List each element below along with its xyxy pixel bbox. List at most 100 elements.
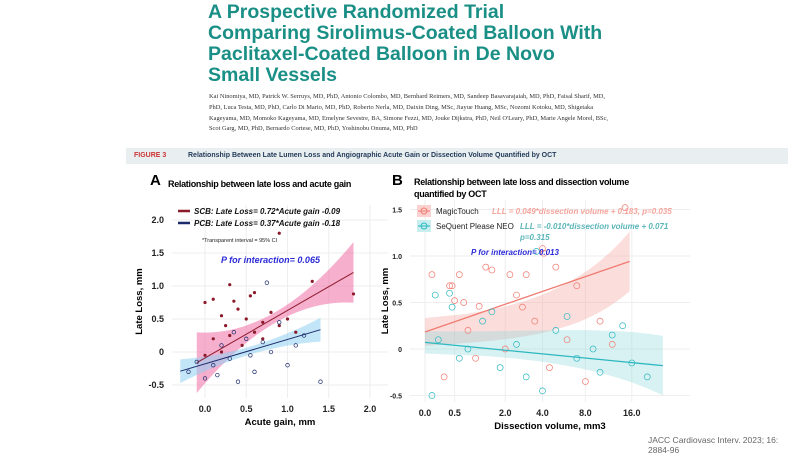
data-point-magictouch bbox=[501, 345, 509, 353]
data-point-sequent bbox=[488, 308, 496, 316]
sequent-equation: LLL = -0.010*dissection volume + 0.071 bbox=[520, 222, 669, 231]
data-point-pcb bbox=[260, 339, 265, 345]
plot-area bbox=[410, 200, 690, 402]
x-tick-label: 0.5 bbox=[448, 408, 461, 418]
citation: JACC Cardiovasc Interv. 2023; 16: 2884-9… bbox=[648, 435, 779, 455]
data-point-pcb bbox=[215, 372, 220, 378]
data-point-scb bbox=[232, 299, 236, 303]
data-point-magictouch bbox=[563, 336, 571, 344]
data-point-sequent bbox=[573, 354, 581, 362]
panel-b-title: Relationship between late loss and disse… bbox=[414, 177, 629, 199]
data-point-sequent bbox=[643, 373, 651, 381]
data-point-pcb bbox=[248, 353, 253, 358]
data-point-pcb bbox=[268, 349, 274, 355]
data-point-pcb bbox=[194, 359, 199, 365]
data-point-pcb bbox=[211, 363, 216, 368]
data-point-magictouch bbox=[464, 327, 472, 334]
x-tick-label: 2.0 bbox=[364, 404, 377, 414]
data-point-scb bbox=[228, 333, 232, 338]
data-point-sequent bbox=[428, 392, 436, 399]
interaction-p-value: P for interaction= 0.065 bbox=[221, 255, 321, 265]
data-point-magictouch bbox=[455, 271, 463, 278]
data-point-pcb bbox=[277, 320, 282, 325]
y-tick-label: 0.5 bbox=[151, 314, 164, 324]
regression-line-pcb bbox=[180, 329, 321, 372]
y-tick-label: -0.5 bbox=[390, 394, 402, 401]
y-axis-label: Late Loss, mm bbox=[134, 268, 145, 335]
data-point-magictouch bbox=[428, 271, 436, 278]
sequent-p-value: p=0.315 bbox=[519, 233, 550, 242]
panel-a-label: A bbox=[150, 172, 161, 189]
x-tick-label: 16.0 bbox=[623, 408, 641, 418]
data-point-scb bbox=[244, 317, 248, 321]
data-point-magictouch bbox=[621, 204, 629, 211]
y-tick-label: 2.0 bbox=[151, 215, 164, 225]
regression-line-scb bbox=[196, 271, 354, 364]
x-tick-label: 1.5 bbox=[322, 404, 335, 414]
data-point-sequent bbox=[496, 364, 504, 371]
data-point-sequent bbox=[619, 322, 627, 330]
y-tick-label: 0 bbox=[159, 347, 164, 357]
interaction-p-value: P for interaction= 0.013 bbox=[471, 248, 560, 257]
x-tick-label: 4.0 bbox=[536, 408, 549, 418]
regression-line-magictouch bbox=[424, 260, 630, 333]
data-point-magictouch bbox=[482, 263, 490, 271]
data-point-magictouch bbox=[546, 364, 553, 371]
data-point-magictouch bbox=[460, 299, 468, 306]
data-point-magictouch bbox=[448, 282, 456, 290]
data-point-magictouch bbox=[446, 282, 453, 290]
data-point-scb bbox=[248, 294, 252, 298]
data-point-pcb bbox=[244, 336, 249, 341]
y-axis-label: Late Loss, mm bbox=[380, 268, 391, 335]
data-point-sequent bbox=[563, 313, 571, 320]
data-point-pcb bbox=[318, 379, 323, 384]
ci-note: *Transparent interval = 95% CI bbox=[202, 238, 278, 244]
data-point-pcb bbox=[202, 376, 208, 381]
data-point-scb bbox=[219, 314, 224, 318]
figure-caption-bar: FIGURE 3 Relationship Between Late Lumen… bbox=[126, 148, 788, 164]
y-tick-label: -0.5 bbox=[148, 380, 164, 390]
data-point-scb bbox=[285, 317, 290, 321]
data-point-pcb bbox=[293, 343, 298, 348]
data-point-magictouch bbox=[522, 271, 530, 278]
data-point-magictouch bbox=[519, 303, 526, 311]
data-point-magictouch bbox=[506, 271, 514, 278]
figure-caption: Relationship Between Late Lumen Loss and… bbox=[188, 152, 557, 159]
data-point-scb bbox=[219, 350, 224, 354]
data-point-magictouch bbox=[531, 317, 539, 325]
data-point-magictouch bbox=[488, 266, 496, 274]
data-point-scb bbox=[252, 291, 257, 295]
data-point-sequent bbox=[522, 373, 530, 381]
x-tick-label: 8.0 bbox=[579, 408, 592, 418]
data-point-magictouch bbox=[540, 249, 548, 257]
x-tick-label: 0.5 bbox=[240, 404, 253, 414]
data-point-sequent bbox=[448, 303, 456, 311]
paper-title: A Prospective Randomized Trial Comparing… bbox=[208, 1, 603, 86]
y-tick-label: 0 bbox=[398, 347, 402, 354]
magictouch-equation: LLL = 0.049*dissection volume + 0.183, p… bbox=[492, 207, 672, 216]
data-point-sequent bbox=[513, 341, 520, 348]
ci-band-sequent bbox=[425, 330, 663, 396]
data-point-scb bbox=[277, 231, 281, 235]
data-point-scb bbox=[203, 300, 207, 305]
data-point-scb bbox=[252, 330, 257, 334]
data-point-pcb bbox=[231, 330, 237, 335]
x-tick-label: 0.0 bbox=[419, 408, 432, 418]
data-point-pcb bbox=[219, 343, 224, 348]
data-point-magictouch bbox=[440, 373, 448, 381]
data-point-sequent bbox=[608, 331, 616, 339]
y-tick-label: 1.5 bbox=[392, 208, 402, 215]
legend-entry: PCB: Late Loss= 0.37*Acute gain -0.18 bbox=[194, 219, 341, 228]
data-point-sequent bbox=[589, 345, 597, 353]
data-point-magictouch bbox=[596, 317, 604, 325]
legend-marker bbox=[420, 222, 428, 230]
data-point-sequent bbox=[434, 336, 442, 344]
y-tick-label: 1.0 bbox=[151, 281, 164, 291]
data-point-magictouch bbox=[608, 341, 616, 348]
x-tick-label: 1.0 bbox=[281, 404, 294, 414]
data-point-sequent bbox=[431, 291, 439, 299]
data-point-sequent bbox=[552, 327, 560, 334]
x-tick-label: 2.0 bbox=[499, 408, 512, 418]
data-point-scb bbox=[277, 324, 281, 328]
